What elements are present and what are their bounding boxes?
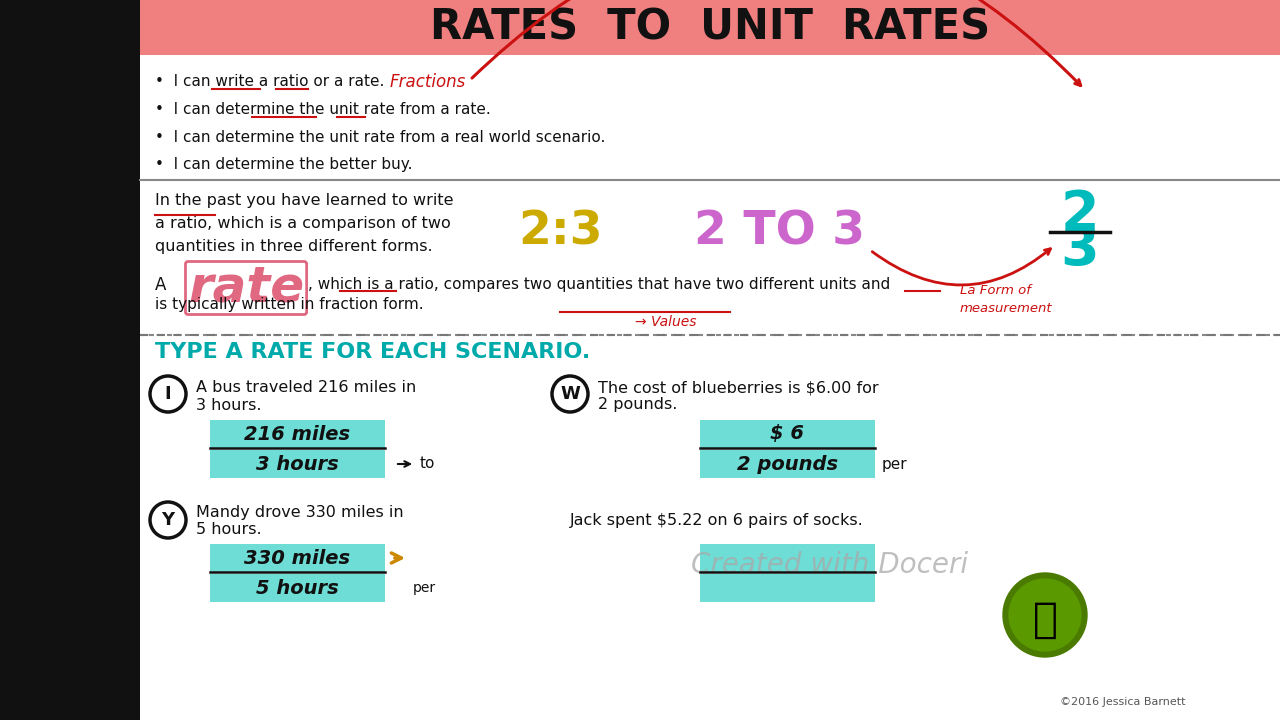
Text: 5 hours.: 5 hours. (196, 523, 261, 538)
Text: •  I can determine the better buy.: • I can determine the better buy. (155, 158, 412, 173)
FancyBboxPatch shape (210, 450, 385, 478)
Text: A bus traveled 216 miles in: A bus traveled 216 miles in (196, 380, 416, 395)
Text: •  I can determine the unit rate from a real world scenario.: • I can determine the unit rate from a r… (155, 130, 605, 145)
Text: I: I (165, 385, 172, 403)
Text: •  I can write a ratio or a rate.: • I can write a ratio or a rate. (155, 74, 384, 89)
Circle shape (150, 376, 186, 412)
Text: Fractions: Fractions (390, 73, 466, 91)
Text: In the past you have learned to write
a ratio, which is a comparison of two
quan: In the past you have learned to write a … (155, 193, 453, 253)
Text: 👍: 👍 (1033, 599, 1057, 641)
FancyBboxPatch shape (700, 420, 876, 448)
Text: The cost of blueberries is $6.00 for: The cost of blueberries is $6.00 for (598, 380, 878, 395)
FancyBboxPatch shape (700, 544, 876, 572)
FancyBboxPatch shape (140, 55, 1280, 720)
Text: 2:3: 2:3 (517, 210, 603, 254)
Text: 5 hours: 5 hours (256, 578, 339, 598)
FancyBboxPatch shape (210, 544, 385, 572)
Circle shape (150, 502, 186, 538)
Text: 2 pounds: 2 pounds (737, 454, 838, 474)
Circle shape (1004, 573, 1087, 657)
Text: → Values: → Values (635, 315, 696, 329)
Text: A: A (155, 276, 166, 294)
Text: Mandy drove 330 miles in: Mandy drove 330 miles in (196, 505, 403, 520)
FancyBboxPatch shape (0, 0, 140, 720)
Text: 2: 2 (1061, 188, 1100, 242)
Text: 216 miles: 216 miles (244, 425, 351, 444)
FancyBboxPatch shape (210, 420, 385, 448)
Text: Created with Doceri: Created with Doceri (691, 551, 969, 579)
Text: TYPE A RATE FOR EACH SCENARIO.: TYPE A RATE FOR EACH SCENARIO. (155, 342, 590, 362)
Text: Jack spent $5.22 on 6 pairs of socks.: Jack spent $5.22 on 6 pairs of socks. (570, 513, 864, 528)
Text: 330 miles: 330 miles (244, 549, 351, 567)
Text: $ 6: $ 6 (771, 425, 805, 444)
Text: 2 TO 3: 2 TO 3 (695, 210, 865, 254)
Text: 2 pounds.: 2 pounds. (598, 397, 677, 413)
Text: ©2016 Jessica Barnett: ©2016 Jessica Barnett (1060, 697, 1185, 707)
Text: is typically written in fraction form.: is typically written in fraction form. (155, 297, 424, 312)
FancyBboxPatch shape (140, 0, 1280, 55)
Text: 3 hours.: 3 hours. (196, 397, 261, 413)
Text: RATES  TO  UNIT  RATES: RATES TO UNIT RATES (430, 7, 989, 49)
FancyBboxPatch shape (700, 450, 876, 478)
Text: W: W (561, 385, 580, 403)
Circle shape (1009, 579, 1082, 651)
Text: rate: rate (188, 264, 305, 312)
Text: , which is a ratio, compares two quantities that have two different units and: , which is a ratio, compares two quantit… (308, 277, 891, 292)
Text: •  I can determine the unit rate from a rate.: • I can determine the unit rate from a r… (155, 102, 490, 117)
Circle shape (552, 376, 588, 412)
Text: to: to (420, 456, 435, 472)
FancyBboxPatch shape (210, 574, 385, 602)
Text: La Form of
measurement: La Form of measurement (960, 284, 1052, 315)
Text: 3 hours: 3 hours (256, 454, 339, 474)
Text: 3: 3 (1061, 223, 1100, 277)
FancyBboxPatch shape (700, 574, 876, 602)
Text: per: per (882, 456, 908, 472)
Text: per: per (413, 581, 436, 595)
Text: Y: Y (161, 511, 174, 529)
